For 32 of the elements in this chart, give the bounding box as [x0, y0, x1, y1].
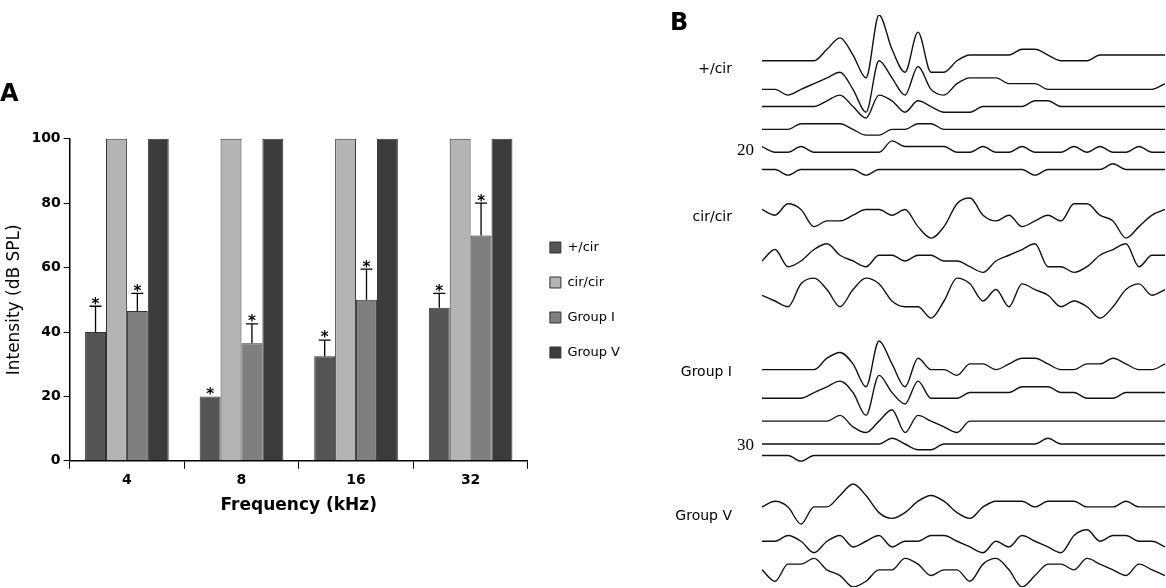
legend-label: Group I	[567, 308, 615, 324]
y-tick-label: 80	[41, 193, 61, 210]
data-label: *	[320, 328, 329, 347]
y-tick-label: 60	[41, 258, 61, 275]
text: 30	[737, 435, 754, 455]
data-label: *	[133, 281, 142, 300]
y-tick-label: 40	[41, 322, 61, 339]
data-label: *	[248, 312, 256, 331]
chart-title: B	[670, 8, 689, 36]
legend-label: cir/cir	[567, 273, 605, 289]
data-label: *	[435, 281, 444, 300]
y-tick-label: 100	[31, 129, 61, 146]
chart-title: A	[0, 78, 19, 107]
data-label: *	[477, 191, 486, 210]
text: +/cir	[698, 60, 732, 76]
x-tick-label: 4	[122, 470, 133, 487]
x-tick-label: 16	[346, 470, 366, 487]
data-label: *	[362, 257, 371, 276]
data-label: *	[91, 294, 100, 313]
legend-label: +/cir	[567, 238, 600, 254]
data-label: *	[206, 384, 215, 403]
x-tick-label: 8	[236, 470, 247, 487]
text: Group V	[675, 507, 732, 523]
x-tick-label: 32	[460, 470, 481, 487]
y-tick-label: 0	[50, 451, 61, 468]
y-tick-label: 20	[41, 387, 61, 404]
text: Group I	[680, 363, 732, 379]
y-axis-title: Intensity (dB SPL)	[2, 224, 23, 376]
text: cir/cir	[692, 208, 732, 224]
x-axis-title: Frequency (kHz)	[220, 494, 377, 515]
legend-label: Group V	[567, 343, 621, 359]
text: 20	[737, 140, 754, 160]
